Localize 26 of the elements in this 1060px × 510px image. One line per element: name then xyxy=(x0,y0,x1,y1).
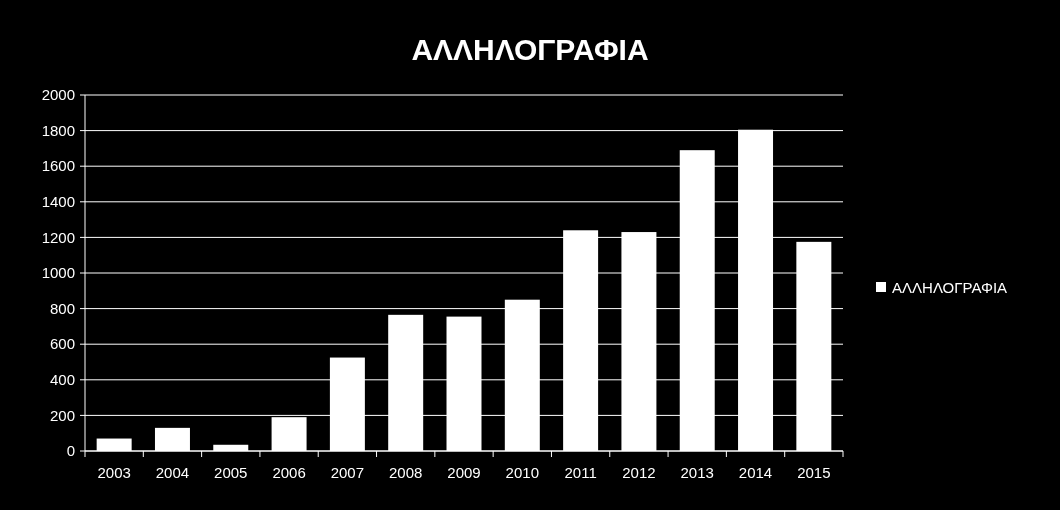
x-tick-label: 2014 xyxy=(738,464,773,481)
y-tick-label: 200 xyxy=(49,406,75,424)
chart-title: ΑΛΛΗΛΟΓΡΑΦΙΑ xyxy=(411,33,649,66)
y-tick-label: 600 xyxy=(49,335,75,353)
y-tick-label: 1000 xyxy=(41,264,75,282)
x-tick-label: 2013 xyxy=(680,464,714,481)
x-tick-label: 2005 xyxy=(214,464,248,481)
x-tick-label: 2007 xyxy=(330,464,365,481)
x-tick-label: 2006 xyxy=(272,464,306,481)
y-tick-label: 1800 xyxy=(41,121,75,139)
x-tick-label: 2010 xyxy=(505,464,539,481)
y-tick-label: 1200 xyxy=(41,228,75,246)
x-tick-label: 2004 xyxy=(155,464,190,481)
y-tick-label: 2000 xyxy=(41,86,75,104)
y-tick-label: 1400 xyxy=(41,193,75,211)
legend-label: ΑΛΛΗΛΟΓΡΑΦΙΑ xyxy=(892,279,1008,297)
x-tick-label: 2009 xyxy=(447,464,481,481)
y-tick-label: 0 xyxy=(66,442,75,460)
x-tick-label: 2012 xyxy=(622,464,656,481)
x-tick-label: 2011 xyxy=(564,464,597,481)
y-tick-label: 1600 xyxy=(41,157,75,175)
x-tick-label: 2008 xyxy=(389,464,423,481)
y-tick-label: 400 xyxy=(49,371,75,389)
y-tick-label: 800 xyxy=(49,299,75,317)
x-tick-label: 2003 xyxy=(97,464,131,481)
x-tick-label: 2015 xyxy=(797,464,831,481)
